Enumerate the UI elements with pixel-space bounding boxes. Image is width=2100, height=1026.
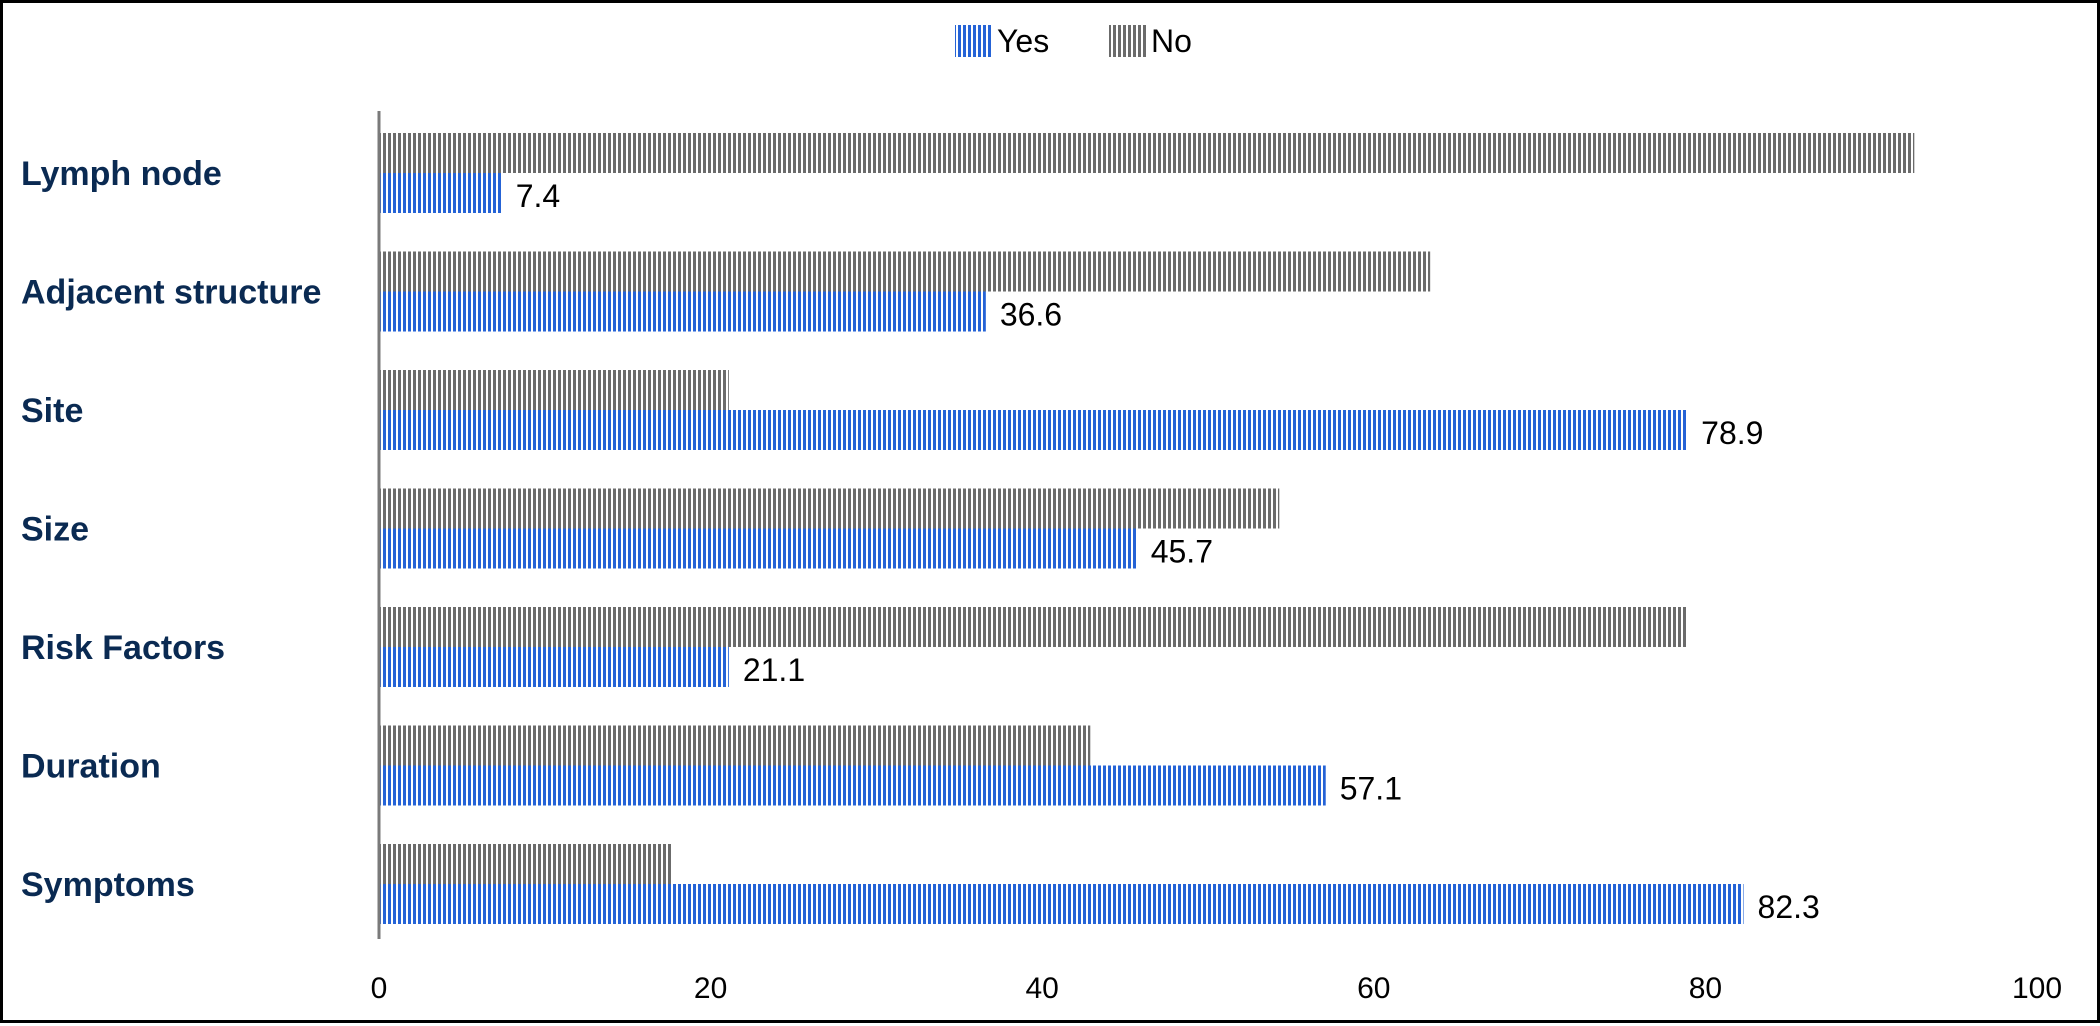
x-tick-label: 60 — [1357, 972, 1390, 1005]
x-tick-label: 0 — [371, 972, 388, 1005]
category-label: Duration — [21, 748, 161, 786]
x-tick-label: 40 — [1026, 972, 1059, 1005]
bar-yes — [379, 173, 502, 213]
legend-swatch — [955, 25, 993, 57]
bar-no — [379, 844, 673, 884]
data-label-yes: 82.3 — [1758, 889, 1820, 925]
data-label-yes: 36.6 — [1000, 297, 1062, 333]
data-label-yes: 7.4 — [516, 178, 560, 214]
legend: Yes No — [955, 23, 1192, 59]
category-label: Adjacent structure — [21, 274, 321, 312]
category-label: Risk Factors — [21, 629, 225, 667]
bar-no — [379, 488, 1280, 529]
bar-yes — [379, 765, 1326, 806]
bar-no — [379, 251, 1431, 292]
legend-swatch — [1109, 25, 1147, 57]
category-label: Symptoms — [21, 866, 195, 904]
bar-no — [379, 133, 1915, 173]
bar-yes — [379, 884, 1744, 924]
bar-yes — [379, 291, 986, 332]
category-label: Size — [21, 511, 89, 549]
bar-yes — [379, 528, 1137, 569]
category-label: Lymph node — [21, 155, 222, 193]
bar-no — [379, 607, 1688, 647]
category-labels: Lymph node Adjacent structure Site Size Risk… — [21, 155, 321, 904]
x-tick-label: 20 — [694, 972, 727, 1005]
bar-no — [379, 370, 729, 410]
legend-label: No — [1151, 23, 1192, 59]
x-tick-label: 100 — [2012, 972, 2062, 1005]
data-label-yes: 57.1 — [1340, 771, 1402, 807]
data-label-yes: 21.1 — [743, 652, 805, 688]
x-axis-ticks: 0 20 40 60 80 100 — [371, 972, 2062, 1005]
bar-no — [379, 725, 1091, 766]
data-label-yes: 45.7 — [1151, 534, 1213, 570]
x-tick-label: 80 — [1689, 972, 1722, 1005]
legend-label: Yes — [997, 23, 1049, 59]
data-label-yes: 78.9 — [1701, 415, 1763, 451]
bars-group: 7.4 36.6 78.9 45.7 21.1 57.1 82.3 — [379, 133, 1915, 925]
bar-chart: Yes No 7.4 36.6 78.9 45.7 21.1 57.1 82.3 Lymph … — [21, 23, 2062, 1005]
bar-yes — [379, 647, 729, 687]
category-label: Site — [21, 392, 83, 430]
bar-yes — [379, 410, 1688, 450]
